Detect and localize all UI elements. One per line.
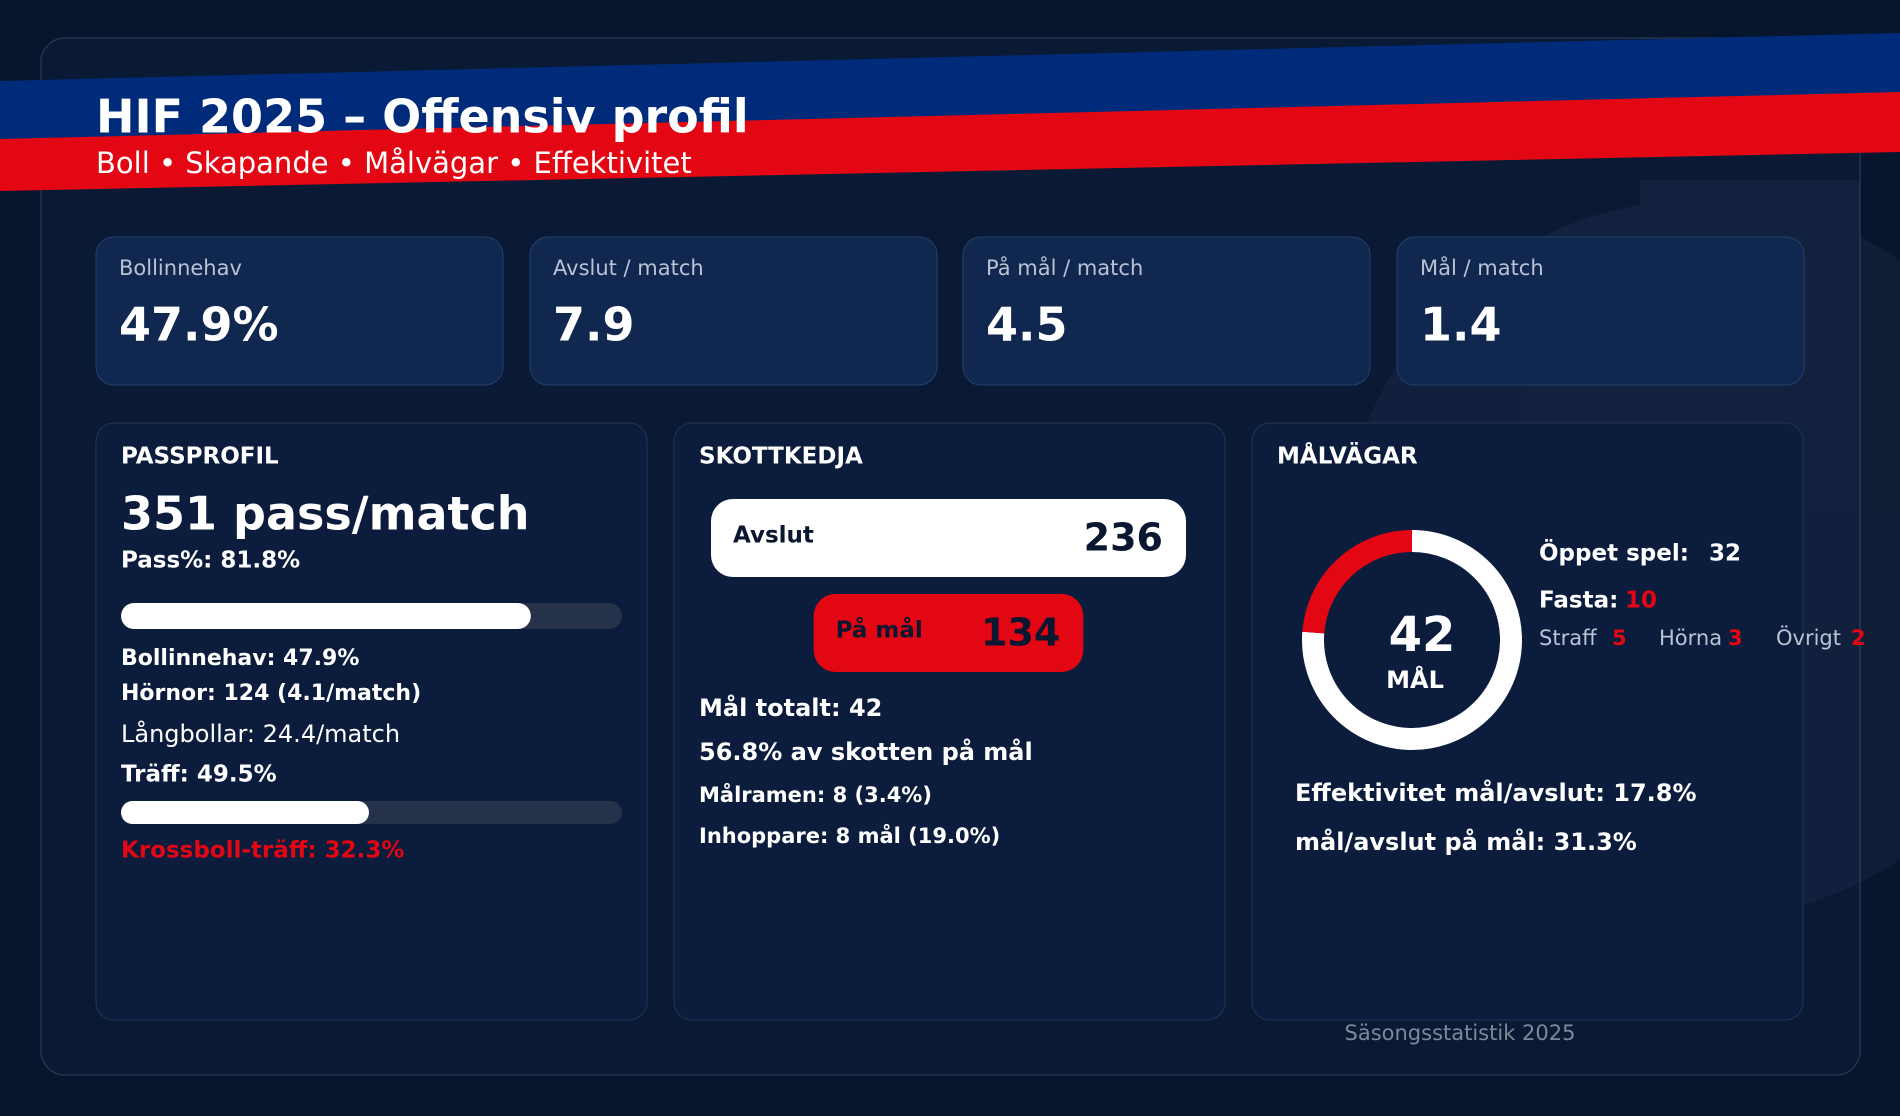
kpi-label: Avslut / match [553, 256, 704, 280]
kpi-card [962, 236, 1371, 386]
stat: Träff: 49.5% [121, 762, 277, 788]
footer: Säsongsstatistik 2025 [1345, 1021, 1576, 1045]
breakdown-label: Hörna [1659, 626, 1722, 650]
panel-title: MÅLVÄGAR [1277, 442, 1418, 470]
bar-fill [121, 603, 531, 629]
kpi-card [95, 236, 504, 386]
funnel-value: 134 [981, 611, 1060, 655]
breakdown-label: Övrigt [1776, 625, 1841, 650]
breakdown-value: 2 [1851, 626, 1866, 650]
stat: Mål totalt: 42 [699, 693, 882, 722]
panel-title: SKOTTKEDJA [699, 444, 863, 470]
legend-value: 10 [1625, 588, 1657, 614]
breakdown-value: 5 [1612, 626, 1627, 650]
kpi-value: 4.5 [986, 298, 1068, 352]
funnel-value: 236 [1084, 516, 1163, 560]
legend-label: Öppet spel: [1539, 539, 1689, 567]
stat: Bollinnehav: 47.9% [121, 646, 359, 671]
funnel-label: På mål [836, 617, 923, 644]
stat: 56.8% av skotten på mål [699, 737, 1033, 766]
stat: mål/avslut på mål: 31.3% [1295, 827, 1637, 856]
stat: Målramen: 8 (3.4%) [699, 782, 932, 807]
donut-total: 42 [1389, 607, 1456, 663]
subtitle: Boll • Skapande • Målvägar • Effektivite… [96, 146, 692, 180]
breakdown-label: Straff [1539, 626, 1597, 650]
breakdown-value: 3 [1728, 626, 1743, 650]
red-stripe [0, 92, 1900, 191]
stat: Hörnor: 124 (4.1/match) [121, 681, 421, 706]
kpi-card [1396, 236, 1805, 386]
legend-label: Fasta: [1539, 588, 1618, 614]
panel-title: PASSPROFIL [121, 444, 279, 470]
panel [95, 422, 648, 1021]
funnel-bar [711, 499, 1186, 577]
stat: Inhoppare: 8 mål (19.0%) [699, 823, 1000, 848]
donut-label: MÅL [1386, 665, 1444, 694]
kpi-value: 7.9 [553, 298, 635, 352]
legend-value: 32 [1709, 541, 1741, 567]
stat: Pass%: 81.8% [121, 548, 300, 574]
donut-segment [1302, 530, 1522, 750]
stat: Långbollar: 24.4/match [121, 719, 400, 748]
donut-segment [1302, 530, 1413, 634]
funnel-label: Avslut [733, 523, 814, 549]
panel [1251, 422, 1804, 1021]
kpi-value: 47.9% [119, 298, 279, 352]
kpi-label: På mål / match [986, 255, 1143, 280]
blue-stripe [0, 33, 1900, 139]
headline: 351 pass/match [121, 487, 530, 541]
kpi-card [529, 236, 938, 386]
title: HIF 2025 – Offensiv profil [96, 90, 749, 144]
kpi-value: 1.4 [1420, 298, 1502, 352]
bar-fill [121, 801, 369, 824]
kpi-label: Bollinnehav [119, 256, 242, 280]
kpi-label: Mål / match [1420, 255, 1544, 280]
stat: Effektivitet mål/avslut: 17.8% [1295, 778, 1697, 807]
stat-highlight: Krossboll-träff: 32.3% [121, 838, 404, 864]
funnel-bar [813, 594, 1084, 672]
